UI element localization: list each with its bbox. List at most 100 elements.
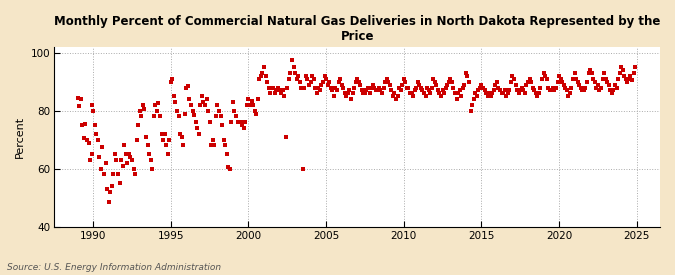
Point (215, 114, 226, 119)
Point (267, 85, 277, 90)
Point (400, 79, 410, 84)
Point (383, 79, 394, 84)
Point (587, 71, 597, 75)
Point (325, 85, 336, 90)
Point (80, 122, 91, 126)
Point (349, 85, 360, 90)
Point (610, 82, 620, 87)
Point (468, 97, 479, 101)
Point (431, 82, 441, 87)
Point (580, 85, 591, 90)
Point (591, 85, 601, 90)
Point (433, 88, 443, 93)
Point (189, 113, 200, 117)
Point (414, 82, 425, 87)
Point (510, 82, 521, 87)
Point (347, 91, 358, 95)
Point (260, 74, 271, 78)
Point (482, 94, 493, 98)
Point (381, 77, 392, 81)
Point (77, 123, 88, 127)
Point (394, 85, 404, 90)
Point (608, 88, 619, 93)
Point (518, 88, 529, 93)
Point (142, 143, 153, 148)
Point (167, 77, 178, 81)
Point (484, 91, 495, 95)
Point (288, 65, 299, 69)
Point (249, 108, 260, 113)
Point (125, 155, 136, 159)
Point (105, 190, 115, 194)
Point (369, 85, 379, 90)
Point (593, 82, 603, 87)
Point (516, 85, 527, 90)
Point (491, 79, 502, 84)
Point (221, 152, 232, 156)
Point (439, 91, 450, 95)
Point (375, 88, 386, 93)
Point (473, 88, 484, 93)
Point (372, 88, 383, 93)
Point (451, 97, 462, 101)
Point (227, 100, 238, 104)
Point (315, 88, 325, 93)
Point (329, 94, 340, 98)
Point (575, 85, 586, 90)
Point (398, 77, 409, 81)
Point (506, 79, 516, 84)
Point (389, 91, 400, 95)
Point (367, 82, 378, 87)
Point (150, 103, 161, 107)
Point (107, 184, 117, 188)
Point (108, 172, 119, 177)
Point (74, 104, 84, 109)
Point (234, 120, 244, 125)
Point (613, 77, 624, 81)
Point (513, 91, 524, 95)
Point (391, 97, 402, 101)
Point (284, 77, 294, 81)
Point (509, 77, 520, 81)
Point (602, 79, 613, 84)
Point (504, 88, 515, 93)
Point (531, 91, 541, 95)
Point (497, 91, 508, 95)
Point (175, 132, 186, 136)
Point (298, 166, 308, 171)
Point (176, 134, 187, 139)
Point (628, 71, 639, 75)
Point (360, 91, 371, 95)
Point (211, 114, 221, 119)
Point (583, 71, 594, 75)
Point (82, 138, 92, 142)
Point (316, 82, 327, 87)
Point (384, 82, 395, 87)
Point (434, 91, 445, 95)
Point (287, 58, 298, 62)
Point (459, 82, 470, 87)
Point (180, 111, 190, 116)
Point (507, 74, 518, 78)
Point (238, 126, 249, 130)
Point (512, 88, 522, 93)
Point (411, 85, 422, 90)
Point (618, 68, 628, 72)
Point (336, 82, 347, 87)
Point (356, 88, 367, 93)
Point (403, 85, 414, 90)
Point (342, 91, 353, 95)
Point (478, 85, 489, 90)
Point (338, 85, 348, 90)
Point (466, 103, 477, 107)
Point (425, 91, 435, 95)
Point (453, 91, 464, 95)
Point (624, 77, 634, 81)
Point (236, 120, 246, 125)
Point (169, 94, 180, 98)
Point (322, 82, 333, 87)
Point (361, 88, 372, 93)
Point (269, 91, 280, 95)
Point (128, 166, 139, 171)
Point (127, 158, 138, 162)
